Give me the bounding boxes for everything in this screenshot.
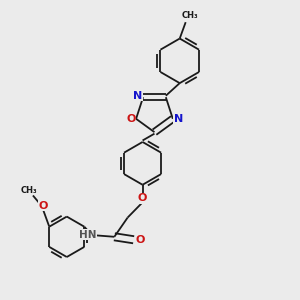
Text: N: N	[174, 114, 183, 124]
Text: O: O	[39, 201, 48, 211]
Text: O: O	[136, 235, 145, 245]
Text: CH₃: CH₃	[182, 11, 198, 20]
Text: N: N	[133, 91, 142, 101]
Text: CH₃: CH₃	[21, 186, 38, 195]
Text: O: O	[138, 193, 147, 203]
Text: HN: HN	[79, 230, 96, 240]
Text: O: O	[126, 114, 135, 124]
